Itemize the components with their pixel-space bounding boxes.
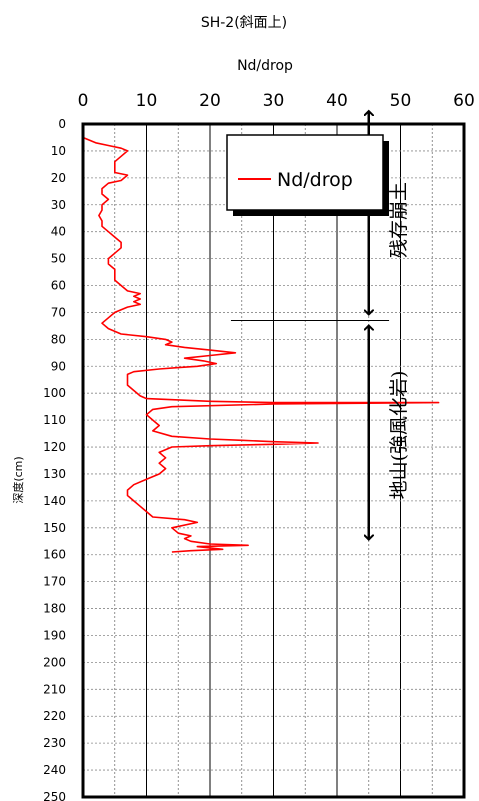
y-tick-label: 70: [51, 305, 66, 319]
x-tick-label: 20: [199, 91, 221, 111]
legend-box: [226, 134, 384, 211]
annotation-label: 地山(強風化岩): [388, 371, 410, 500]
y-tick-label: 250: [43, 790, 66, 801]
y-tick-label: 100: [43, 386, 66, 400]
x-tick-label: 40: [326, 91, 348, 111]
y-tick-label: 30: [51, 198, 66, 212]
grid: [83, 124, 464, 797]
y-tick-label: 170: [43, 575, 66, 589]
legend: Nd/drop: [226, 134, 389, 216]
y-tick-labels: 0 10 20 30 40 50 60 70 80 90 100 110 120 130 140 150 160…: [43, 117, 66, 801]
series-line-nd-drop: [82, 136, 440, 553]
y-tick-label: 220: [43, 709, 66, 723]
y-tick-label: 60: [51, 279, 66, 293]
y-tick-label: 200: [43, 655, 66, 669]
annotation-label: 残存崩土: [388, 182, 410, 258]
y-tick-label: 210: [43, 682, 66, 696]
y-tick-label: 140: [43, 494, 66, 508]
x-tick-label: 30: [263, 91, 285, 111]
x-tick-label: 0: [78, 91, 89, 111]
y-tick-label: 50: [51, 252, 66, 266]
y-axis-label: 深度(cm): [11, 456, 25, 503]
chart-title: SH-2(斜面上): [201, 15, 287, 31]
x-tick-label: 50: [390, 91, 412, 111]
y-tick-label: 110: [43, 413, 66, 427]
x-tick-label: 10: [136, 91, 158, 111]
y-tick-label: 90: [51, 359, 66, 373]
x-tick-label: 60: [453, 91, 475, 111]
y-tick-label: 120: [43, 440, 66, 454]
y-tick-label: 180: [43, 602, 66, 616]
legend-entry-label: Nd/drop: [277, 169, 353, 191]
y-tick-label: 160: [43, 548, 66, 562]
y-tick-label: 190: [43, 628, 66, 642]
y-tick-label: 150: [43, 521, 66, 535]
y-tick-label: 230: [43, 736, 66, 750]
y-tick-label: 80: [51, 332, 66, 346]
y-tick-label: 0: [58, 117, 66, 131]
y-tick-label: 40: [51, 225, 66, 239]
y-tick-label: 130: [43, 467, 66, 481]
x-axis-label: Nd/drop: [237, 58, 293, 74]
y-tick-label: 10: [51, 144, 66, 158]
x-tick-labels: 0 10 20 30 40 50 60: [78, 91, 475, 111]
y-tick-label: 240: [43, 763, 66, 777]
plot-border: [81, 122, 466, 799]
y-tick-label: 20: [51, 171, 66, 185]
